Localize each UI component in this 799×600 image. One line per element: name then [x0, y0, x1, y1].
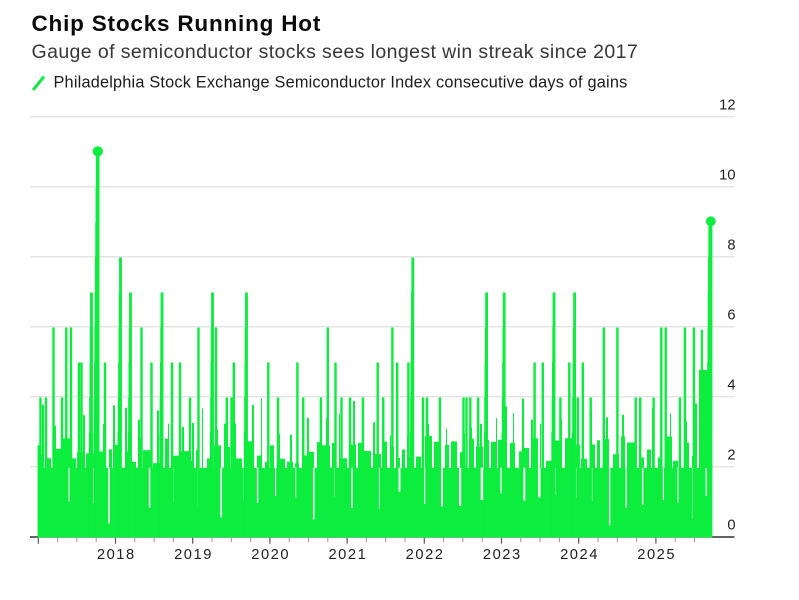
svg-text:2018: 2018	[97, 547, 136, 563]
svg-text:Chip Stocks Running Hot: Chip Stocks Running Hot	[32, 11, 322, 36]
svg-text:2021: 2021	[328, 547, 367, 563]
svg-text:2024: 2024	[560, 547, 599, 563]
svg-text:2022: 2022	[406, 547, 445, 563]
svg-text:2019: 2019	[174, 547, 213, 563]
svg-text:12: 12	[719, 98, 735, 114]
svg-text:2023: 2023	[483, 547, 522, 563]
svg-text:2020: 2020	[251, 547, 290, 563]
svg-text:2: 2	[727, 448, 735, 464]
svg-text:Philadelphia Stock Exchange Se: Philadelphia Stock Exchange Semiconducto…	[54, 74, 628, 92]
svg-text:4: 4	[727, 378, 735, 394]
svg-text:8: 8	[727, 238, 735, 254]
svg-text:Gauge of semiconductor stocks: Gauge of semiconductor stocks sees longe…	[32, 41, 639, 63]
svg-text:0: 0	[727, 518, 735, 534]
svg-text:10: 10	[719, 168, 735, 184]
svg-text:6: 6	[727, 308, 735, 324]
svg-text:2025: 2025	[637, 547, 676, 563]
